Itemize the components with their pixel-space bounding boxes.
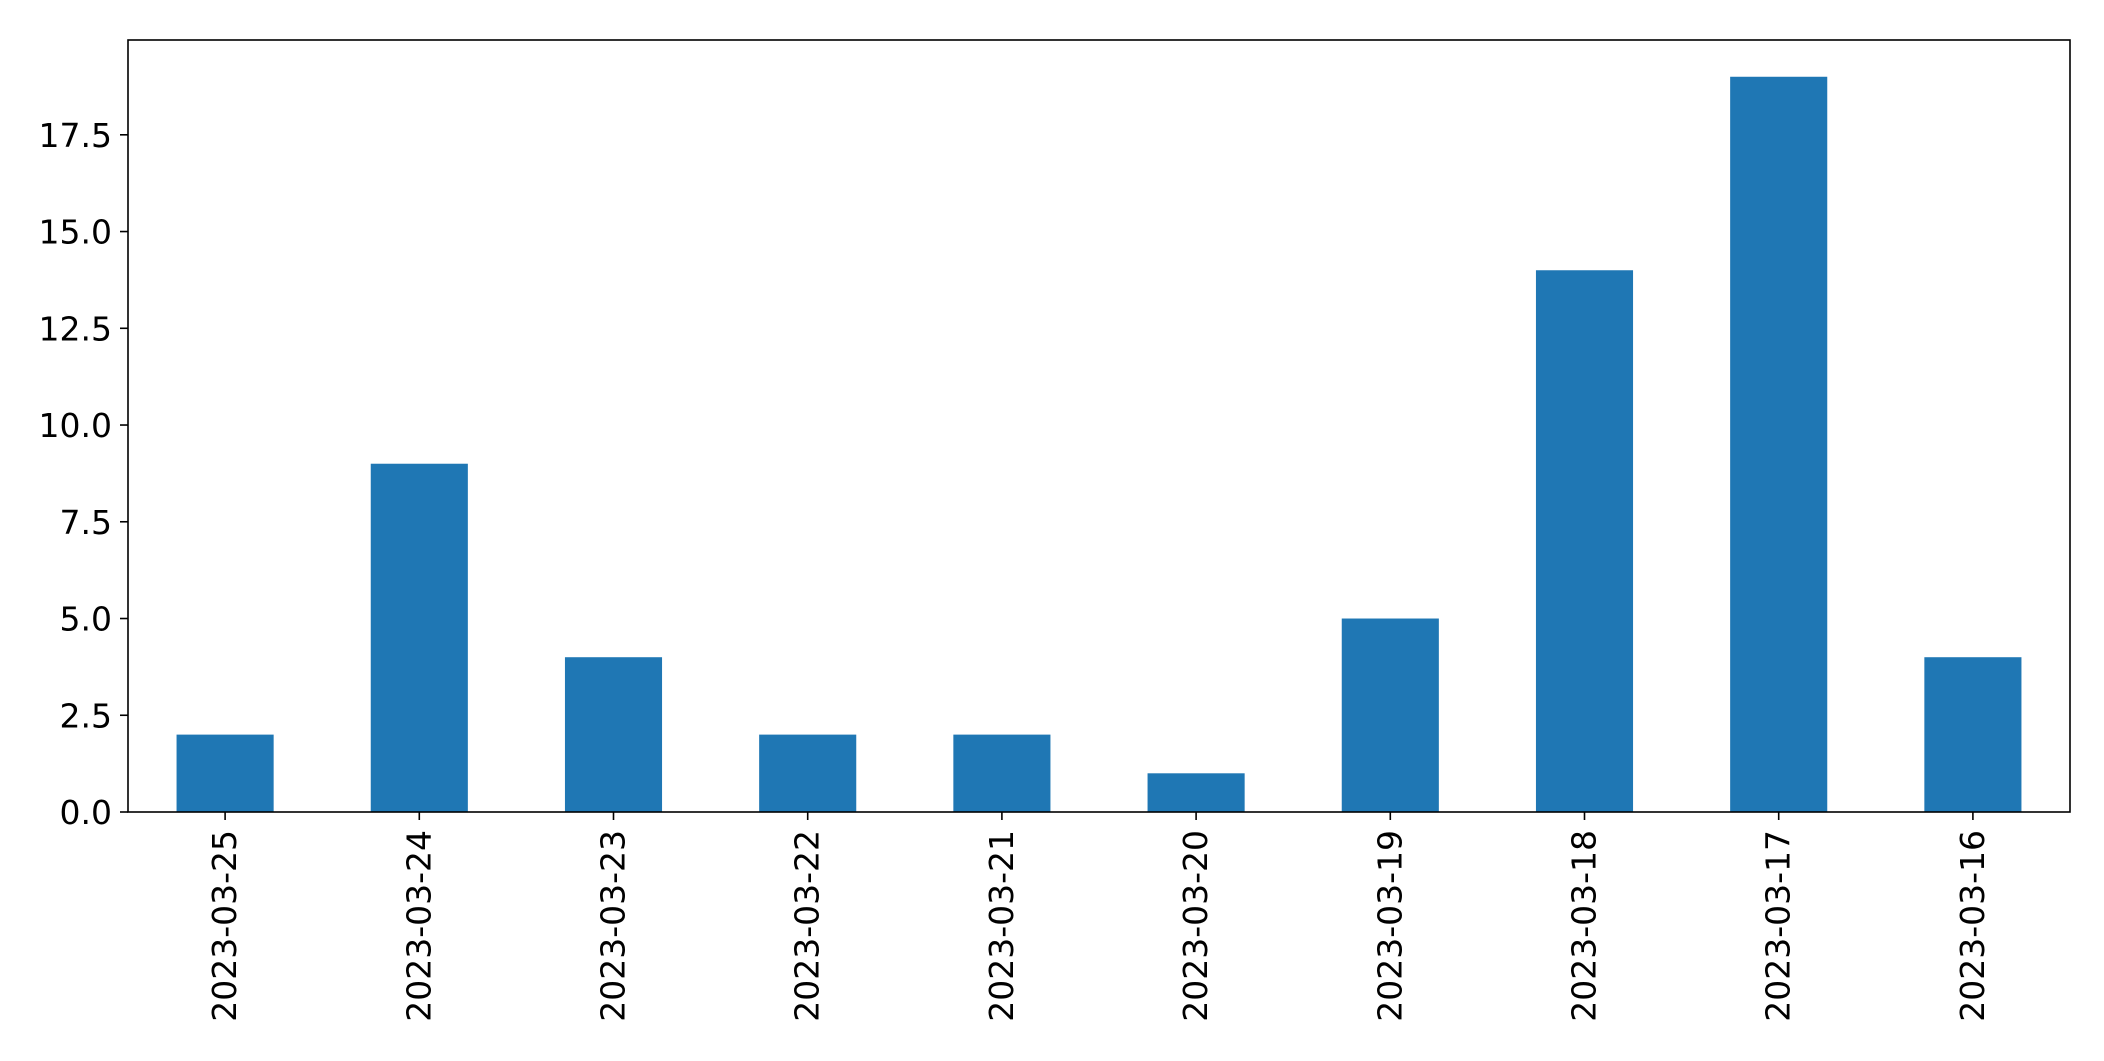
x-tick-label: 2023-03-21: [982, 830, 1021, 1022]
bar-2023-03-18: [1535, 270, 1634, 812]
bar-2023-03-19: [1341, 618, 1439, 812]
x-tick-label: 2023-03-25: [205, 830, 244, 1022]
x-tick-label: 2023-03-18: [1565, 830, 1604, 1022]
bar-2023-03-21: [953, 734, 1051, 812]
y-tick-label: 7.5: [60, 503, 112, 542]
x-tick-label: 2023-03-16: [1953, 830, 1992, 1022]
x-tick-label: 2023-03-19: [1370, 830, 1409, 1022]
y-tick-label: 2.5: [60, 696, 112, 735]
bar-2023-03-25: [176, 734, 274, 812]
bar-2023-03-23: [564, 657, 663, 812]
y-tick-label: 12.5: [39, 309, 112, 348]
plot-area-frame: [127, 39, 2071, 813]
x-tick-label: 2023-03-22: [788, 830, 827, 1022]
x-axis: 2023-03-25 2023-03-24 2023-03-23 2023-03-22…: [205, 812, 1992, 1022]
bar-2023-03-20: [1147, 773, 1245, 812]
y-tick-label: 15.0: [39, 213, 112, 252]
x-tick-label: 2023-03-24: [399, 830, 438, 1022]
y-tick-label: 17.5: [39, 116, 112, 155]
bar-2023-03-22: [759, 734, 857, 812]
y-tick-label: 10.0: [39, 406, 112, 445]
y-tick-label: 5.0: [60, 600, 112, 639]
bar-2023-03-24: [370, 463, 468, 812]
x-tick-label: 2023-03-23: [594, 830, 633, 1022]
x-tick-label: 2023-03-17: [1759, 830, 1798, 1022]
x-tick-label: 2023-03-20: [1176, 830, 1215, 1022]
y-tick-label: 0.0: [60, 793, 112, 832]
bars-layer: [176, 76, 2022, 812]
bar-2023-03-16: [1924, 657, 2022, 812]
bar-2023-03-17: [1730, 76, 1828, 812]
y-axis: 0.0 2.5 5.0 7.5 10.0 12.5 15.0 17.5: [39, 116, 128, 832]
